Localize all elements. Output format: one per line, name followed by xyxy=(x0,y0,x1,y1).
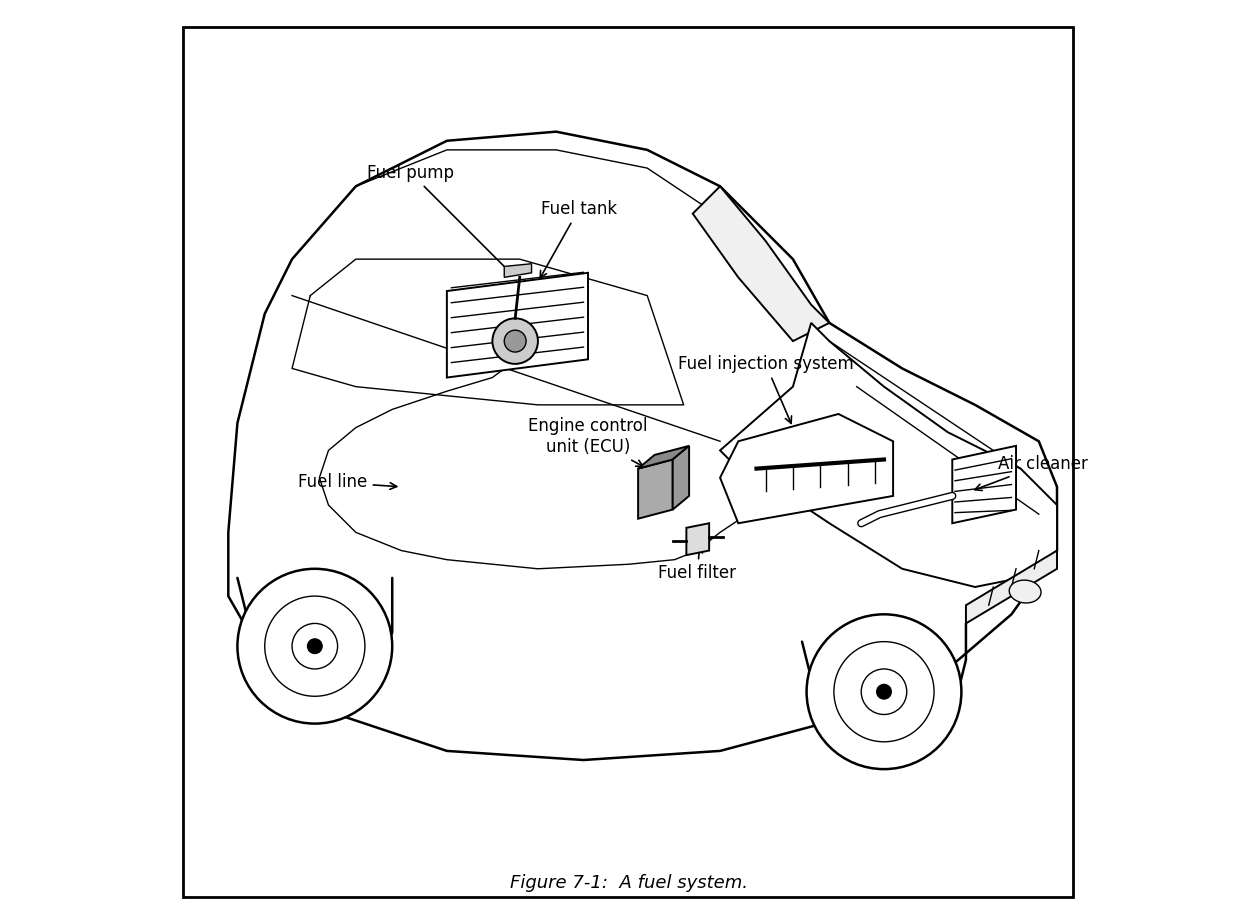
Polygon shape xyxy=(687,523,710,555)
Circle shape xyxy=(877,685,891,699)
Polygon shape xyxy=(673,446,689,510)
Text: Fuel filter: Fuel filter xyxy=(658,546,736,583)
Circle shape xyxy=(492,318,538,364)
Polygon shape xyxy=(720,323,1057,587)
Polygon shape xyxy=(504,264,532,278)
Text: Fuel line: Fuel line xyxy=(298,473,396,492)
Polygon shape xyxy=(720,414,893,523)
Text: Figure 7-1:  A fuel system.: Figure 7-1: A fuel system. xyxy=(509,874,749,892)
Circle shape xyxy=(504,330,526,352)
Text: Fuel tank: Fuel tank xyxy=(540,200,616,278)
Text: Air cleaner: Air cleaner xyxy=(975,455,1088,491)
Text: Engine control
unit (ECU): Engine control unit (ECU) xyxy=(528,417,648,467)
Polygon shape xyxy=(228,131,1057,760)
Polygon shape xyxy=(693,187,829,341)
Polygon shape xyxy=(638,460,673,518)
Circle shape xyxy=(238,569,392,723)
Ellipse shape xyxy=(1009,580,1042,603)
Text: Fuel pump: Fuel pump xyxy=(367,164,512,274)
Circle shape xyxy=(307,639,322,653)
Polygon shape xyxy=(952,446,1016,523)
Polygon shape xyxy=(966,550,1057,623)
Polygon shape xyxy=(447,273,587,378)
Circle shape xyxy=(806,614,961,769)
Polygon shape xyxy=(638,446,689,469)
Text: Fuel injection system: Fuel injection system xyxy=(678,355,853,424)
